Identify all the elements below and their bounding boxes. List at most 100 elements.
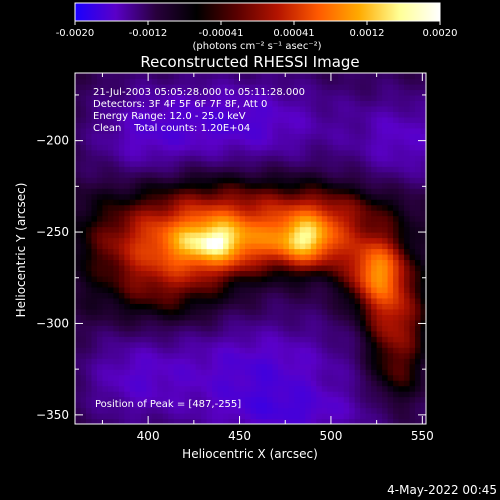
heatmap-cell (283, 341, 290, 348)
heatmap-cell (85, 396, 93, 403)
heatmap-cell (343, 275, 350, 283)
heatmap-cell (277, 396, 285, 403)
heatmap-cell (415, 358, 422, 365)
heatmap-cell (151, 253, 158, 261)
heatmap-cell (343, 100, 350, 107)
heatmap-cell (343, 226, 350, 233)
heatmap-cell (129, 73, 136, 80)
heatmap-cell (365, 73, 372, 80)
heatmap-cell (283, 385, 290, 392)
heatmap-cell (96, 253, 104, 261)
heatmap-cell (107, 94, 114, 102)
heatmap-cell (107, 237, 114, 244)
heatmap-cell (129, 325, 136, 332)
heatmap-cell (338, 292, 345, 299)
heatmap-cell (261, 385, 268, 392)
heatmap-cell (190, 341, 197, 348)
heatmap-cell (415, 210, 422, 217)
heatmap-cell (376, 105, 383, 112)
heatmap-cell (261, 127, 268, 134)
heatmap-cell (305, 275, 312, 283)
heatmap-cell (151, 297, 158, 304)
heatmap-cell (151, 73, 158, 80)
heatmap-cell (245, 297, 252, 304)
heatmap-cell (245, 391, 252, 398)
heatmap-cell (124, 221, 131, 228)
heatmap-cell (404, 336, 411, 343)
heatmap-cell (168, 133, 175, 140)
heatmap-cell (195, 171, 202, 178)
heatmap-cell (129, 336, 136, 343)
heatmap-cell (360, 259, 367, 266)
heatmap-cell (162, 188, 169, 195)
heatmap-cell (146, 226, 153, 233)
heatmap-cell (118, 94, 125, 102)
heatmap-cell (376, 204, 383, 211)
heatmap-cell (255, 188, 263, 195)
heatmap-cell (360, 160, 367, 167)
heatmap-cell (217, 402, 224, 409)
heatmap-cell (283, 330, 290, 337)
heatmap-cell (398, 237, 405, 244)
heatmap-cell (272, 78, 279, 85)
heatmap-cell (91, 144, 98, 151)
heatmap-cell (387, 166, 394, 173)
heatmap-cell (382, 336, 389, 343)
heatmap-cell (310, 226, 317, 233)
heatmap-cell (162, 210, 169, 217)
heatmap-cell (354, 171, 361, 178)
heatmap-cell (277, 374, 285, 381)
heatmap-cell (195, 226, 202, 233)
heatmap-cell (382, 418, 389, 424)
heatmap-cell (107, 358, 114, 365)
heatmap-cell (261, 188, 268, 195)
heatmap-cell (272, 275, 279, 283)
heatmap-cell (288, 281, 295, 288)
heatmap-cell (85, 286, 93, 293)
heatmap-cell (316, 188, 323, 195)
heatmap-cell (234, 116, 241, 123)
heatmap-cell (124, 308, 131, 315)
heatmap-cell (277, 122, 285, 129)
heatmap-cell (80, 182, 87, 189)
heatmap-cell (382, 358, 389, 365)
heatmap-cell (376, 396, 383, 403)
heatmap-cell (162, 89, 169, 96)
heatmap-cell (212, 226, 219, 233)
heatmap-cell (409, 336, 416, 343)
heatmap-cell (201, 116, 208, 123)
heatmap-cell (228, 402, 235, 409)
heatmap-cell (168, 270, 175, 277)
heatmap-cell (91, 89, 98, 96)
heatmap-cell (228, 352, 235, 359)
heatmap-cell (184, 215, 191, 222)
heatmap-cell (102, 243, 109, 250)
heatmap-cell (376, 303, 383, 310)
heatmap-cell (365, 105, 372, 112)
heatmap-cell (387, 407, 394, 414)
heatmap-cell (162, 374, 169, 381)
heatmap-cell (382, 89, 389, 96)
heatmap-cell (398, 325, 405, 332)
heatmap-cell (327, 226, 334, 233)
heatmap-cell (288, 160, 295, 167)
heatmap-cell (223, 237, 230, 244)
heatmap-cell (376, 226, 383, 233)
heatmap-cell (266, 253, 274, 261)
heatmap-cell (129, 111, 136, 118)
heatmap-cell (184, 358, 191, 365)
heatmap-cell (124, 177, 131, 184)
heatmap-cell (382, 253, 389, 261)
heatmap-cell (75, 221, 82, 228)
heatmap-cell (146, 352, 153, 359)
heatmap-cell (299, 264, 306, 272)
heatmap-cell (184, 270, 191, 277)
heatmap-cell (151, 204, 158, 211)
heatmap-cell (420, 270, 426, 277)
heatmap-cell (272, 122, 279, 129)
heatmap-cell (140, 391, 147, 398)
heatmap-cell (201, 127, 208, 134)
heatmap-cell (250, 286, 257, 293)
heatmap-cell (299, 314, 306, 321)
heatmap-cell (168, 396, 175, 403)
